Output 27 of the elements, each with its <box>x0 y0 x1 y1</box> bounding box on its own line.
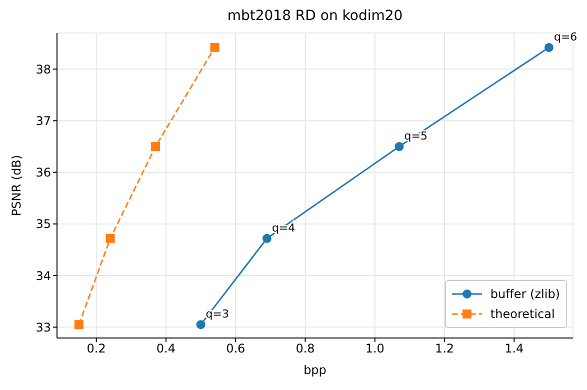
point <box>210 42 220 52</box>
y-tick-label: 34 <box>36 268 51 283</box>
x-tick-label: 0.2 <box>86 342 106 356</box>
chart-title: mbt2018 RD on kodim20 <box>226 8 404 24</box>
x-tick-label: 0.8 <box>296 342 315 356</box>
point <box>196 320 206 330</box>
x-tick-label: 0.6 <box>226 342 246 356</box>
point <box>106 234 115 243</box>
point <box>262 234 272 243</box>
x-tick-label: 1.0 <box>365 342 384 356</box>
y-tick-label: 37 <box>36 114 51 128</box>
y-tick-label: 33 <box>36 320 51 334</box>
x-tick-label: 1.2 <box>434 342 454 356</box>
x-axis-title: bpp <box>304 363 326 377</box>
x-tick-label: 1.4 <box>504 342 524 356</box>
x-tick-label: 0.4 <box>156 342 176 356</box>
y-tick-label: 36 <box>36 166 51 180</box>
y-axis-title: PSNR (dB) <box>9 154 24 216</box>
legend-label: theoretical <box>490 307 555 321</box>
point <box>74 320 84 330</box>
y-tick-label: 38 <box>36 62 51 76</box>
point <box>544 42 554 52</box>
legend-label: buffer (zlib) <box>490 287 560 301</box>
point <box>394 142 404 152</box>
y-tick-label: 35 <box>36 217 51 232</box>
annotation: q=6 <box>554 30 578 44</box>
point <box>151 142 160 152</box>
